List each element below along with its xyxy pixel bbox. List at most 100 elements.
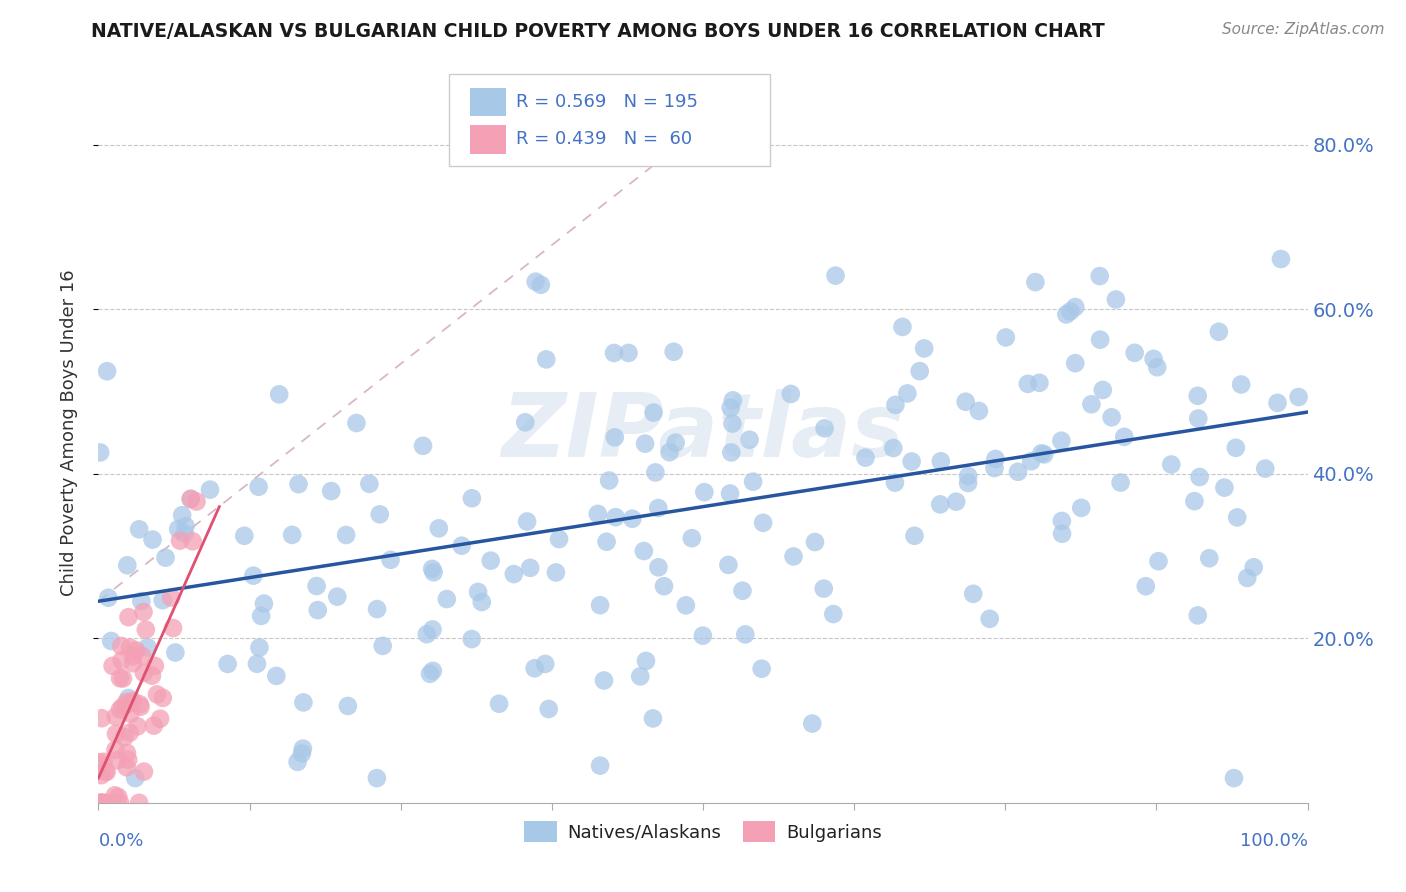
Point: [752, 516, 775, 530]
Point: [979, 612, 1001, 626]
Point: [131, 594, 153, 608]
Point: [412, 439, 434, 453]
Point: [1142, 351, 1164, 366]
Point: [530, 277, 553, 292]
Point: [1184, 494, 1206, 508]
Point: [160, 591, 183, 605]
Point: [90, 796, 112, 810]
Point: [97, 591, 120, 605]
Point: [994, 330, 1017, 344]
Point: [1054, 308, 1077, 322]
Point: [346, 416, 368, 430]
Point: [665, 435, 688, 450]
Point: [1225, 441, 1247, 455]
Point: [1031, 446, 1053, 460]
Point: [108, 702, 131, 716]
Point: [603, 430, 626, 444]
Point: [1226, 510, 1249, 524]
Point: [90, 768, 112, 782]
Point: [111, 653, 134, 667]
Point: [269, 387, 291, 401]
Point: [589, 758, 612, 772]
Point: [515, 415, 537, 429]
Point: [983, 461, 1005, 475]
Point: [1187, 411, 1209, 425]
Point: [359, 476, 381, 491]
Point: [120, 706, 142, 721]
Point: [675, 599, 697, 613]
Point: [804, 535, 827, 549]
Point: [742, 475, 765, 489]
Point: [115, 760, 138, 774]
Point: [1146, 360, 1168, 375]
Point: [335, 528, 357, 542]
Point: [104, 789, 127, 803]
Point: [131, 648, 153, 663]
Point: [891, 319, 914, 334]
Point: [634, 654, 657, 668]
Point: [1059, 304, 1081, 318]
Point: [1236, 571, 1258, 585]
Point: [117, 691, 139, 706]
Point: [246, 657, 269, 671]
Text: NATIVE/ALASKAN VS BULGARIAN CHILD POVERTY AMONG BOYS UNDER 16 CORRELATION CHART: NATIVE/ALASKAN VS BULGARIAN CHILD POVERT…: [91, 22, 1105, 41]
Text: ZIPatlas: ZIPatlas: [502, 389, 904, 476]
Point: [912, 342, 935, 356]
Point: [111, 672, 134, 686]
Legend: Natives/Alaskans, Bulgarians: Natives/Alaskans, Bulgarians: [517, 814, 889, 849]
Point: [87, 756, 110, 770]
Point: [127, 719, 149, 733]
Point: [721, 393, 744, 408]
Point: [1088, 333, 1111, 347]
Point: [929, 497, 952, 511]
Point: [1160, 458, 1182, 472]
Point: [647, 560, 669, 574]
Point: [929, 454, 952, 468]
Point: [247, 480, 270, 494]
Point: [114, 730, 136, 744]
Point: [253, 597, 276, 611]
Point: [537, 702, 560, 716]
Point: [1080, 397, 1102, 411]
Point: [634, 436, 657, 450]
Point: [984, 452, 1007, 467]
Point: [89, 796, 111, 810]
Point: [823, 607, 845, 621]
Point: [721, 417, 744, 431]
Point: [292, 695, 315, 709]
Point: [589, 598, 612, 612]
Point: [96, 764, 118, 779]
Point: [1064, 356, 1087, 370]
Point: [617, 346, 640, 360]
Point: [132, 665, 155, 680]
Point: [884, 475, 907, 490]
Point: [1101, 410, 1123, 425]
Point: [957, 475, 980, 490]
Point: [149, 712, 172, 726]
Point: [326, 590, 349, 604]
Point: [141, 669, 163, 683]
Point: [91, 796, 114, 810]
Point: [1007, 465, 1029, 479]
Point: [1091, 383, 1114, 397]
Point: [132, 764, 155, 779]
Point: [96, 364, 118, 378]
Point: [967, 404, 990, 418]
Point: [595, 534, 617, 549]
Point: [605, 510, 627, 524]
Point: [896, 386, 918, 401]
Point: [122, 649, 145, 664]
Point: [104, 709, 127, 723]
Point: [152, 593, 174, 607]
Point: [643, 406, 665, 420]
Point: [662, 344, 685, 359]
Y-axis label: Child Poverty Among Boys Under 16: Child Poverty Among Boys Under 16: [59, 269, 77, 596]
Point: [536, 352, 558, 367]
Point: [647, 501, 669, 516]
Point: [479, 554, 502, 568]
Point: [436, 592, 458, 607]
Point: [105, 753, 128, 767]
Point: [1188, 470, 1211, 484]
Point: [652, 579, 675, 593]
Point: [186, 494, 208, 508]
